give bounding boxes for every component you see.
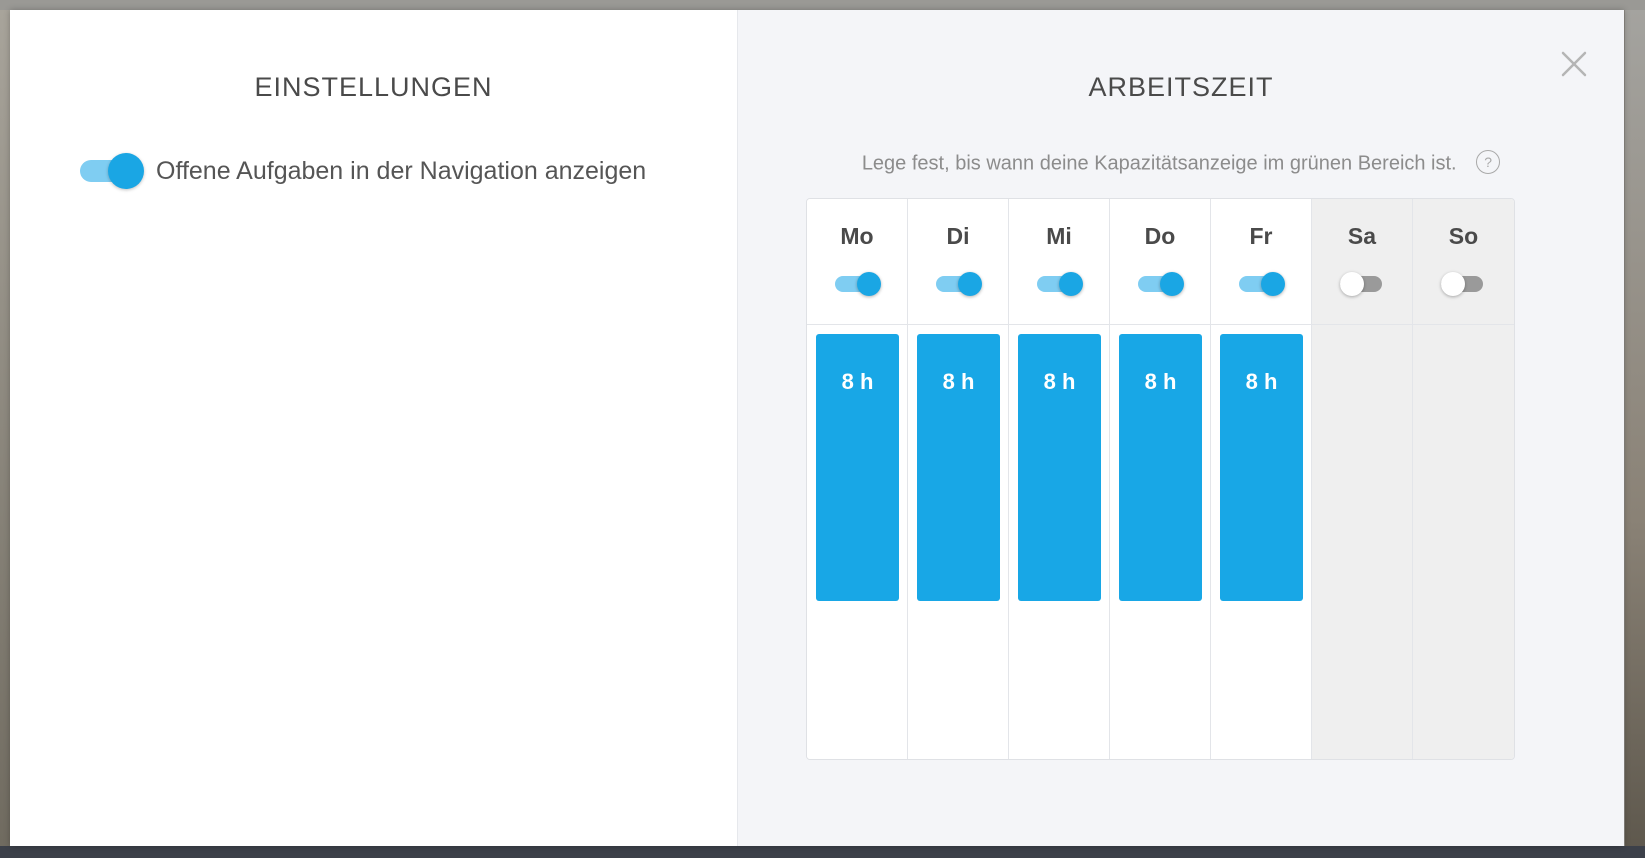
day-toggle-sa[interactable] [1340, 271, 1386, 297]
day-toggle-do[interactable] [1138, 271, 1184, 297]
day-column-so: So [1413, 199, 1514, 759]
day-name: Di [946, 223, 970, 249]
day-name: So [1448, 223, 1479, 249]
show-open-tasks-toggle[interactable] [80, 153, 144, 189]
day-name: Sa [1347, 223, 1377, 249]
toggle-knob [1160, 272, 1184, 296]
day-header: Di [908, 199, 1008, 325]
day-header: Mi [1009, 199, 1109, 325]
day-toggle-so[interactable] [1441, 271, 1487, 297]
backdrop [0, 10, 10, 858]
day-header: Sa [1312, 199, 1412, 325]
day-name: Do [1144, 223, 1176, 249]
settings-modal: EINSTELLUNGEN Offene Aufgaben in der Nav… [10, 10, 1624, 846]
backdrop [1625, 10, 1645, 858]
close-button[interactable] [1558, 48, 1590, 80]
worktime-title: ARBEITSZEIT [1088, 72, 1274, 102]
hours-bar[interactable]: 8 h [1220, 334, 1303, 601]
close-icon [1561, 51, 1587, 77]
show-open-tasks-label: Offene Aufgaben in der Navigation anzeig… [156, 156, 647, 185]
settings-title: EINSTELLUNGEN [254, 72, 493, 102]
show-open-tasks-setting: Offene Aufgaben in der Navigation anzeig… [80, 153, 646, 189]
hours-label: 8 h [1245, 369, 1278, 394]
day-toggle-mo[interactable] [835, 271, 881, 297]
hours-label: 8 h [1144, 369, 1177, 394]
toggle-knob [1261, 272, 1285, 296]
worktime-subtitle-text: Lege fest, bis wann deine Kapazitätsanze… [861, 152, 1457, 175]
toggle-knob [958, 272, 982, 296]
day-toggle-fr[interactable] [1239, 271, 1285, 297]
hours-bar[interactable]: 8 h [1018, 334, 1101, 601]
day-name: Mo [840, 223, 874, 249]
settings-panel: EINSTELLUNGEN Offene Aufgaben in der Nav… [10, 10, 738, 846]
worktime-subtitle: Lege fest, bis wann deine Kapazitätsanze… [738, 150, 1624, 176]
hours-bar[interactable]: 8 h [816, 334, 899, 601]
hours-label: 8 h [942, 369, 975, 394]
day-column-di: Di 8 h [908, 199, 1009, 759]
backdrop [0, 846, 1645, 858]
day-toggle-mi[interactable] [1037, 271, 1083, 297]
worktime-panel: ARBEITSZEIT Lege fest, bis wann deine Ka… [738, 10, 1624, 846]
day-header: Fr [1211, 199, 1311, 325]
hours-bar[interactable]: 8 h [917, 334, 1000, 601]
toggle-knob [1441, 272, 1465, 296]
help-icon[interactable]: ? [1476, 150, 1501, 174]
day-column-fr: Fr 8 h [1211, 199, 1312, 759]
day-toggle-di[interactable] [936, 271, 982, 297]
day-header: Do [1110, 199, 1210, 325]
week-grid: Mo 8 h Di 8 h Mi 8 h Do 8 h Fr 8 h Sa So [806, 198, 1515, 760]
day-column-do: Do 8 h [1110, 199, 1211, 759]
toggle-knob [108, 153, 144, 189]
hours-bar[interactable]: 8 h [1119, 334, 1202, 601]
day-column-mo: Mo 8 h [807, 199, 908, 759]
hours-label: 8 h [841, 369, 874, 394]
day-name: Fr [1249, 223, 1273, 249]
backdrop [0, 0, 1645, 10]
day-column-sa: Sa [1312, 199, 1413, 759]
day-header: Mo [807, 199, 907, 325]
day-column-mi: Mi 8 h [1009, 199, 1110, 759]
day-name: Mi [1046, 223, 1072, 249]
toggle-knob [857, 272, 881, 296]
day-header: So [1413, 199, 1514, 325]
toggle-knob [1059, 272, 1083, 296]
hours-label: 8 h [1043, 369, 1076, 394]
toggle-knob [1340, 272, 1364, 296]
